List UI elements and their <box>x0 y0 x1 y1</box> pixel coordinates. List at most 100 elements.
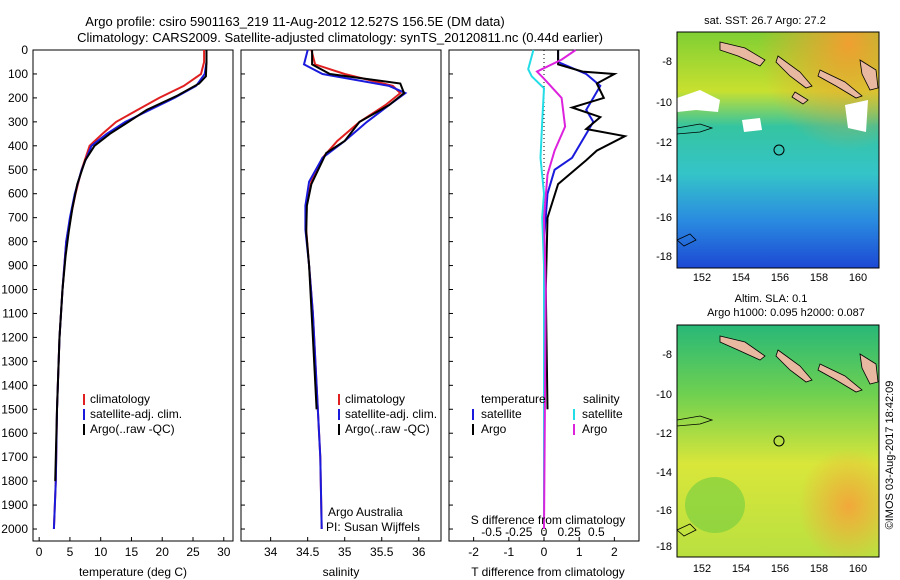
x-tick-label: 34.5 <box>296 545 320 559</box>
sla-ytick: -10 <box>656 389 672 401</box>
sla-low-anomaly <box>685 477 745 533</box>
s-tick-label: -0.5 <box>481 525 502 539</box>
sst-map <box>676 31 880 269</box>
argo-australia-note: Argo Australia <box>328 505 403 519</box>
legend-argo: Argo(..raw -QC) <box>345 422 430 436</box>
sst-ytick: -10 <box>656 97 672 109</box>
sla-map-title-1: Altim. SLA: 0.1 <box>735 293 808 305</box>
legend-climatology: climatology <box>90 392 150 406</box>
depth-tick-label: 1800 <box>1 474 28 488</box>
legend-t-satellite: satellite <box>481 407 522 421</box>
sst-ytick: -12 <box>656 137 672 149</box>
sla-axes: -8 -10 -12 -14 -16 -18 152 154 156 158 1… <box>656 349 867 575</box>
sla-ytick: -16 <box>656 505 672 517</box>
x-tick-label: 1 <box>576 545 583 559</box>
argo-location-marker <box>773 435 785 447</box>
argo-location-marker <box>773 144 785 156</box>
island-outline <box>859 353 879 385</box>
pi-note: PI: Susan Wijffels <box>326 520 420 534</box>
x-tick-label: 25 <box>186 545 200 559</box>
series-line-satellite-adj-clim <box>302 49 408 530</box>
depth-tick-label: 1100 <box>2 306 28 320</box>
difference-xlabel: T difference from climatology <box>471 565 625 579</box>
legend-t-argo: Argo <box>481 422 507 436</box>
temperature-legend: climatology satellite-adj. clim. Argo(..… <box>83 392 182 436</box>
temperature-xlabel: temperature (deg C) <box>79 565 187 579</box>
sst-xtick: 160 <box>849 272 867 284</box>
x-tick-label: 35 <box>338 545 352 559</box>
depth-tick-label: 300 <box>8 115 28 129</box>
depth-tick-label: 800 <box>8 235 28 249</box>
x-tick-label: 34 <box>264 545 278 559</box>
depth-tick-label: 1400 <box>1 378 28 392</box>
sst-ytick: -14 <box>656 173 672 185</box>
sla-map-title-2: Argo h1000: 0.095 h2000: 0.087 <box>707 307 865 319</box>
x-tick-label: 2 <box>611 545 618 559</box>
sla-ytick: -8 <box>662 349 672 361</box>
legend-s-satellite: satellite <box>582 407 623 421</box>
sst-map-title: sat. SST: 26.7 Argo: 27.2 <box>704 15 826 27</box>
depth-tick-label: 0 <box>21 43 28 57</box>
sst-warm-pool <box>677 32 879 268</box>
depth-tick-label: 200 <box>8 91 28 105</box>
sla-ytick: -12 <box>656 428 672 440</box>
x-tick-label: 5 <box>67 545 74 559</box>
header-line-1: Argo profile: csiro 5901163_219 11-Aug-2… <box>85 14 504 29</box>
depth-tick-label: 700 <box>8 211 28 225</box>
series-line-argo-raw-qc <box>305 50 406 410</box>
island-outline <box>791 91 809 105</box>
sst-xtick: 158 <box>810 272 828 284</box>
sla-map <box>676 324 880 558</box>
legend-s-argo: Argo <box>582 422 608 436</box>
island-outline <box>676 523 697 537</box>
x-tick-label: 36 <box>412 545 426 559</box>
depth-tick-label: 1300 <box>1 354 28 368</box>
salinity-panel: 34 34.5 35 35.5 36 <box>241 49 426 559</box>
sst-cloud-mask <box>845 100 868 132</box>
x-tick-label: 20 <box>156 545 170 559</box>
x-tick-label: -2 <box>468 545 479 559</box>
sst-axes: -8 -10 -12 -14 -16 -18 152 154 156 158 1… <box>656 56 867 284</box>
depth-tick-label: 1900 <box>1 498 28 512</box>
series-line-temperature-satellite <box>543 50 602 529</box>
x-tick-label: 0 <box>541 545 548 559</box>
legend-argo: Argo(..raw -QC) <box>90 422 175 436</box>
legend-climatology: climatology <box>345 392 405 406</box>
header-line-2: Climatology: CARS2009. Satellite-adjuste… <box>77 30 603 45</box>
sla-xtick: 158 <box>810 563 828 575</box>
depth-tick-label: 1000 <box>1 283 28 297</box>
legend-temperature-title: temperature <box>481 392 546 406</box>
legend-satellite: satellite-adj. clim. <box>345 407 437 421</box>
sst-ytick: -18 <box>656 251 672 263</box>
salinity-plot-frame <box>240 49 442 542</box>
depth-tick-label: 400 <box>8 139 28 153</box>
island-outline <box>817 363 863 393</box>
series-line-temperature-argo <box>544 50 628 410</box>
depth-tick-label: 500 <box>8 163 28 177</box>
salinity-xlabel: salinity <box>323 565 360 579</box>
sst-map-frame <box>676 31 880 269</box>
sla-ytick: -18 <box>656 541 672 553</box>
depth-tick-label: 1600 <box>1 426 28 440</box>
s-tick-label: 0 <box>541 525 548 539</box>
series-line-salinity-argo <box>535 49 577 530</box>
x-tick-label: 15 <box>125 545 139 559</box>
depth-tick-label: 1500 <box>1 402 28 416</box>
difference-legend: temperature satellite Argo salinity sate… <box>472 392 623 436</box>
sla-xtick: 156 <box>771 563 789 575</box>
depth-tick-label: 1700 <box>1 450 28 464</box>
sst-xtick: 156 <box>771 272 789 284</box>
difference-panel: -2 -1 0 1 2 -0.5 -0.25 0 0.25 0.5 <box>449 49 628 559</box>
sst-ytick: -16 <box>656 212 672 224</box>
island-outline <box>719 335 766 361</box>
temperature-plot-frame <box>32 49 234 542</box>
s-tick-label: -0.25 <box>505 525 533 539</box>
x-tick-label: 30 <box>217 545 231 559</box>
series-line-argo-raw-qc <box>54 50 208 482</box>
x-tick-label: 10 <box>94 545 108 559</box>
s-tick-label: 0.25 <box>558 525 582 539</box>
island-outline <box>775 55 813 89</box>
sla-xtick: 160 <box>849 563 867 575</box>
sst-xtick: 154 <box>732 272 750 284</box>
sla-xtick: 154 <box>732 563 750 575</box>
